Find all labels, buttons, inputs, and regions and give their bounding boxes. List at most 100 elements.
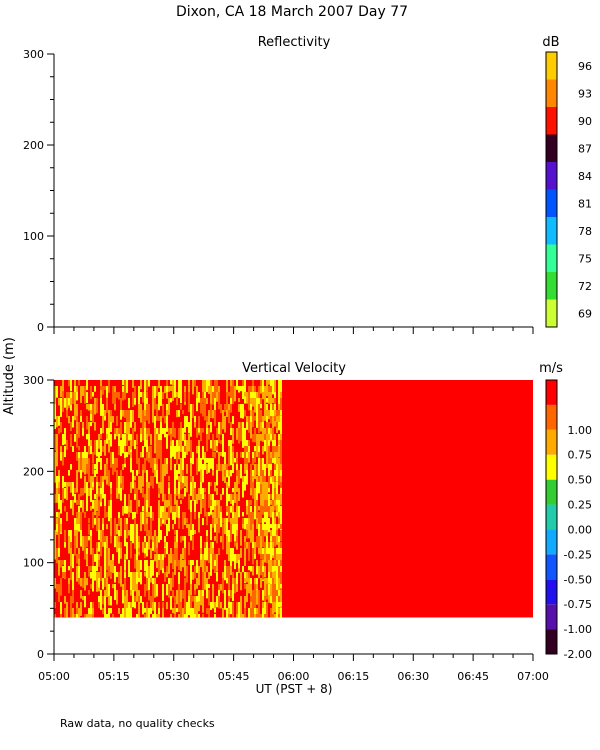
velocity-cell: [74, 434, 76, 442]
velocity-cell: [170, 446, 172, 463]
velocity-cell: [212, 518, 214, 528]
velocity-cell: [244, 476, 246, 491]
velocity-cell: [164, 500, 166, 519]
velocity-cell: [278, 572, 280, 581]
velocity-cell: [96, 548, 98, 557]
colorbar-segment: [546, 380, 557, 405]
velocity-cell: [200, 470, 202, 486]
velocity-cell: [98, 596, 100, 607]
velocity-cell: [178, 482, 180, 496]
velocity-cell: [184, 614, 186, 618]
velocity-cell: [276, 590, 278, 600]
velocity-cell: [238, 506, 240, 518]
velocity-cell: [230, 548, 232, 564]
velocity-cell: [56, 584, 58, 593]
velocity-cell: [276, 422, 278, 430]
velocity-cell: [84, 542, 86, 560]
velocity-cell: [220, 602, 222, 609]
velocity-cell: [54, 614, 56, 618]
velocity-cell: [64, 506, 66, 512]
velocity-cell: [280, 410, 282, 416]
velocity-cell: [268, 560, 270, 577]
velocity-cell: [204, 494, 206, 514]
velocity-cell: [118, 392, 120, 400]
velocity-cell: [236, 428, 238, 440]
velocity-cell: [158, 392, 160, 411]
velocity-cell: [64, 446, 66, 458]
velocity-cell: [182, 608, 184, 618]
colorbar-segment: [546, 162, 557, 190]
velocity-cell: [126, 590, 128, 609]
velocity-cell: [216, 488, 218, 495]
velocity-cell: [178, 584, 180, 604]
velocity-cell: [226, 380, 228, 398]
velocity-cell: [266, 512, 268, 526]
velocity-cell: [76, 470, 78, 489]
x-tick-label: 05:15: [98, 670, 130, 683]
velocity-cell: [120, 476, 122, 484]
velocity-cell: [144, 608, 146, 613]
velocity-cell: [182, 536, 184, 541]
velocity-cell: [244, 608, 246, 618]
velocity-cell: [258, 458, 260, 478]
colorbar-segment: [546, 107, 557, 135]
velocity-cell: [254, 614, 256, 618]
velocity-cell: [100, 434, 102, 439]
velocity-cell: [264, 584, 266, 595]
velocity-cell: [136, 434, 138, 445]
velocity-cell: [264, 578, 266, 589]
velocity-cell: [120, 398, 122, 416]
velocity-cell: [208, 608, 210, 618]
velocity-cell: [268, 524, 270, 529]
velocity-cell: [130, 482, 132, 494]
velocity-cell: [256, 452, 258, 457]
colorbar-label: 1.00: [568, 424, 593, 437]
velocity-cell: [88, 518, 90, 524]
velocity-cell: [210, 458, 212, 469]
velocity-cell: [176, 392, 178, 398]
velocity-cell: [168, 554, 170, 574]
velocity-cell: [208, 410, 210, 425]
velocity-cell: [128, 422, 130, 436]
velocity-cell: [54, 404, 56, 420]
velocity-cell: [64, 572, 66, 580]
velocity-cell: [66, 398, 68, 417]
velocity-cell: [262, 548, 264, 560]
velocity-cell: [244, 380, 246, 400]
velocity-cell: [90, 530, 92, 537]
velocity-cell: [234, 524, 236, 542]
colorbar-segment: [546, 52, 557, 80]
velocity-cell: [172, 524, 174, 530]
velocity-cell: [62, 560, 64, 565]
velocity-cell: [132, 410, 134, 423]
velocity-cell: [190, 464, 192, 478]
velocity-cell: [164, 548, 166, 558]
velocity-cell: [132, 602, 134, 608]
velocity-cell: [262, 494, 264, 511]
velocity-cell: [178, 380, 180, 399]
velocity-cell: [172, 590, 174, 598]
velocity-cell: [250, 596, 252, 604]
velocity-cell: [174, 476, 176, 481]
colorbar-label: 69: [578, 307, 592, 320]
velocity-cell: [150, 452, 152, 468]
velocity-cell: [74, 536, 76, 556]
velocity-cell: [82, 500, 84, 513]
velocity-cell: [122, 410, 124, 417]
velocity-cell: [144, 458, 146, 473]
velocity-cell: [228, 572, 230, 580]
velocity-cell: [160, 386, 162, 406]
velocity-cell: [236, 494, 238, 513]
velocity-cell: [56, 548, 58, 564]
velocity-cell: [280, 584, 282, 589]
velocity-cell: [272, 446, 274, 460]
velocity-cell: [82, 488, 84, 496]
velocity-cell: [254, 506, 256, 520]
velocity-cell: [104, 566, 106, 583]
velocity-cell: [60, 578, 62, 596]
velocity-cell: [210, 422, 212, 433]
colorbar-segment: [546, 217, 557, 245]
velocity-cell: [128, 608, 130, 618]
velocity-cell: [208, 428, 210, 440]
velocity-cell: [210, 554, 212, 561]
